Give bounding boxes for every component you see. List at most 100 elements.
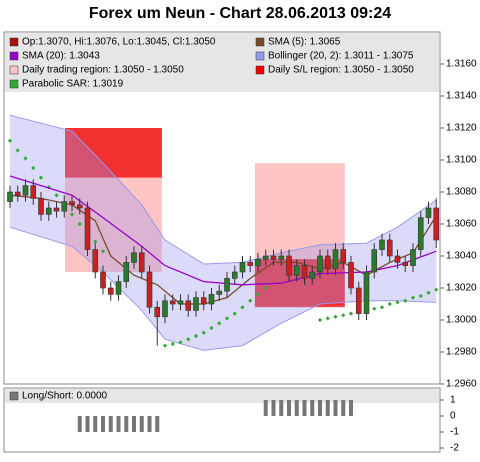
sar-dot <box>69 212 75 217</box>
candle-body <box>386 239 393 257</box>
candle-body <box>231 271 238 279</box>
candle-body <box>332 249 339 270</box>
y-tick-label: 1.3080 <box>446 187 477 198</box>
candle-body <box>301 265 308 279</box>
candle-body <box>433 207 440 241</box>
bar <box>271 400 276 416</box>
sar-dot <box>170 341 175 347</box>
candle-body <box>138 252 145 273</box>
y-tick-label: 1.3120 <box>446 123 477 134</box>
candle-body <box>69 201 75 206</box>
candle-body <box>76 204 83 209</box>
candle-body <box>131 252 137 263</box>
sar-dot <box>325 316 330 321</box>
bar <box>155 416 160 432</box>
candle-body <box>293 265 300 276</box>
bar <box>139 416 144 432</box>
sar-dot <box>193 333 199 339</box>
sar-dot <box>263 285 268 291</box>
candle-body <box>239 262 246 273</box>
sar-dot <box>426 290 431 295</box>
bar <box>294 400 299 416</box>
y-tick-label: 1.3100 <box>446 155 477 166</box>
legend-label: Op:1.3070, Hi:1.3076, Lo:1.3045, Cl:1.30… <box>22 37 216 48</box>
bar <box>108 416 113 432</box>
candle-body <box>22 185 29 196</box>
candle-body <box>402 262 409 266</box>
candle-body <box>169 300 176 305</box>
sar-dot <box>418 293 423 299</box>
y-tick-label: 0 <box>450 411 456 422</box>
band-line <box>9 114 437 265</box>
candle-body <box>262 255 269 260</box>
candle-body <box>247 262 254 266</box>
legend-swatch <box>255 37 265 47</box>
sar-dot <box>15 148 20 153</box>
legend-label: Bollinger (20, 2): 1.3011 - 1.3075 <box>268 51 414 62</box>
bar <box>124 416 129 432</box>
candle-body <box>38 198 44 215</box>
bar <box>77 416 82 432</box>
candle-body <box>115 281 122 295</box>
candle-body <box>84 207 91 250</box>
sar-dot <box>201 330 206 335</box>
y-tick-label: 1.3060 <box>446 219 477 230</box>
candle-body <box>177 300 184 305</box>
candle-body <box>270 255 277 260</box>
sar-dot <box>38 175 44 180</box>
candle-body <box>200 297 207 305</box>
band-fill <box>10 115 437 351</box>
legend: Op:1.3070, Hi:1.3076, Lo:1.3045, Cl:1.30… <box>9 37 414 402</box>
candle-body <box>355 287 362 314</box>
bar <box>287 400 291 416</box>
sar-dot <box>348 311 354 316</box>
candle-body <box>371 249 378 273</box>
candle-body <box>53 207 60 212</box>
lower-legend-box <box>5 389 439 403</box>
legend-label: Daily S/L region: 1.3050 - 1.3050 <box>268 65 414 76</box>
candle-body <box>30 185 37 199</box>
legend-swatch <box>9 37 19 47</box>
sar-dot <box>372 306 377 311</box>
candle-body <box>417 217 424 250</box>
sar-dot <box>379 305 385 310</box>
y-tick-label: 1 <box>450 395 456 406</box>
candle-body <box>317 255 323 273</box>
region <box>65 128 162 178</box>
candle-body <box>92 249 99 273</box>
candle-body <box>278 255 285 260</box>
sar-dot <box>93 239 98 244</box>
legend-swatch <box>9 65 19 75</box>
bar <box>310 400 315 416</box>
bar <box>132 416 136 432</box>
legend-box <box>5 33 439 92</box>
sar-dot <box>100 249 106 254</box>
sar-dot <box>333 314 338 319</box>
sar-dot <box>31 165 36 171</box>
sar-dot <box>178 340 183 345</box>
sar-dot <box>162 343 168 348</box>
legend-label: SMA (5): 1.3065 <box>268 37 341 48</box>
candle-body <box>340 249 347 263</box>
candle-body <box>208 294 215 305</box>
sar-dot <box>240 305 245 310</box>
candle-body <box>286 255 292 276</box>
bar <box>116 416 121 432</box>
legend-label: Daily trading region: 1.3050 - 1.3050 <box>22 65 184 76</box>
y-tick-label: 1.3160 <box>446 59 477 70</box>
legend-swatch <box>9 51 19 61</box>
bar <box>333 400 338 416</box>
y-tick-label: 1.3000 <box>446 315 477 326</box>
sar-dot <box>317 317 323 323</box>
sar-dot <box>248 298 253 303</box>
sar-dot <box>217 321 222 326</box>
candle-body <box>394 255 401 263</box>
candle-body <box>309 271 316 279</box>
bar <box>93 416 98 432</box>
sar-dot <box>23 156 28 161</box>
sar-dot <box>341 313 346 318</box>
candle-body <box>146 271 153 308</box>
sar-dot <box>403 298 408 303</box>
sar-dot <box>224 316 230 321</box>
